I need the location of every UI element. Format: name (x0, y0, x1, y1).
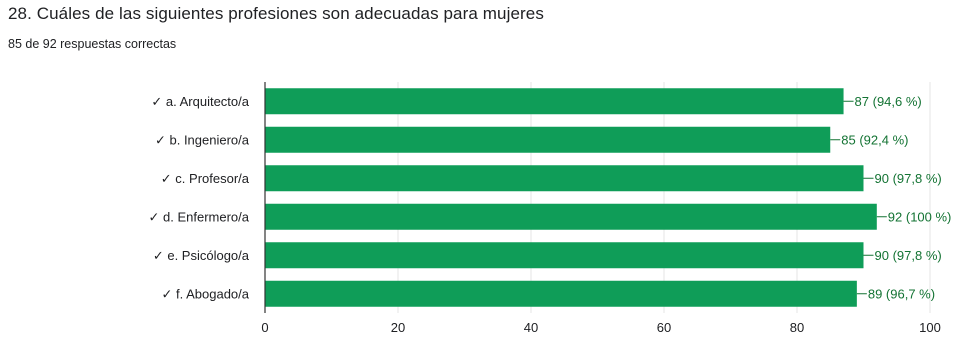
bar (265, 126, 831, 153)
category-label: ✓ b. Ingeniero/a (155, 132, 250, 147)
data-label: 90 (97,8 %) (875, 171, 942, 186)
category-label: ✓ e. Psicólogo/a (153, 248, 250, 263)
data-label: 85 (92,4 %) (841, 132, 908, 147)
x-tick-label: 40 (524, 320, 538, 335)
bar (265, 280, 857, 307)
category-label: ✓ a. Arquitecto/a (151, 94, 249, 109)
category-label: ✓ c. Profesor/a (161, 171, 250, 186)
data-label: 90 (97,8 %) (875, 248, 942, 263)
x-tick-label: 20 (391, 320, 405, 335)
x-tick-label: 80 (790, 320, 804, 335)
bar (265, 165, 864, 192)
bar (265, 203, 877, 230)
bar (265, 88, 844, 115)
correct-answers-summary: 85 de 92 respuestas correctas (8, 37, 177, 51)
data-label: 89 (96,7 %) (868, 286, 935, 301)
category-label: ✓ f. Abogado/a (161, 286, 249, 301)
bar (265, 242, 864, 269)
x-tick-label: 0 (261, 320, 268, 335)
category-label: ✓ d. Enfermero/a (149, 209, 250, 224)
question-title: 28. Cuáles de las siguientes profesiones… (8, 4, 544, 23)
x-tick-label: 60 (657, 320, 671, 335)
x-tick-label: 100 (919, 320, 941, 335)
data-label: 92 (100 %) (888, 209, 952, 224)
data-label: 87 (94,6 %) (855, 94, 922, 109)
